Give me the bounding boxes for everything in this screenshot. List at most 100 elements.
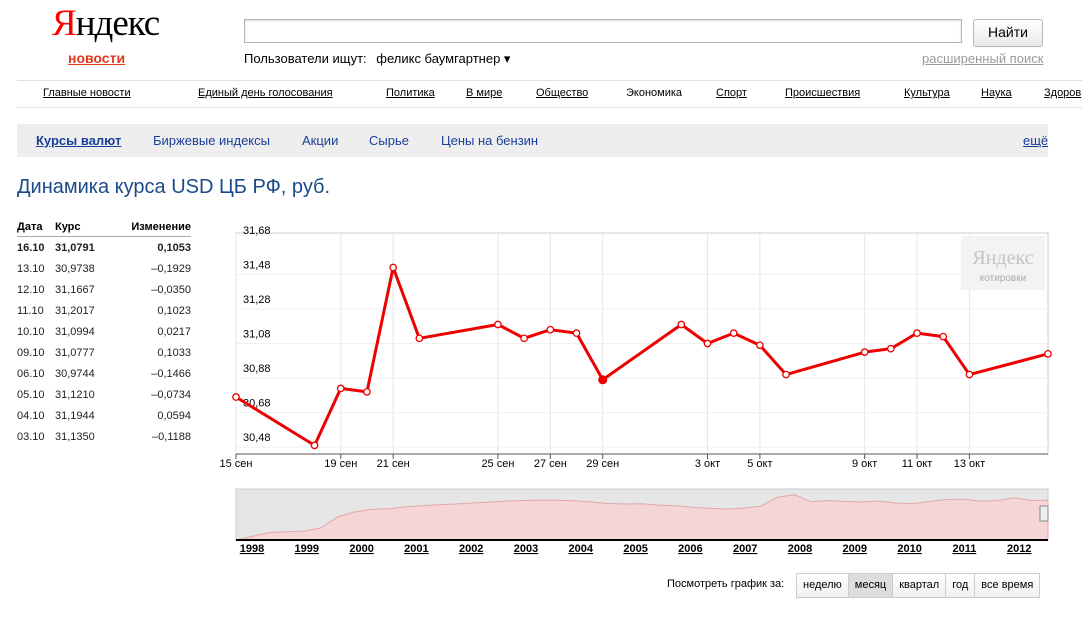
cell-change: 0,1033 bbox=[157, 346, 191, 359]
cell-change: –0,1188 bbox=[152, 430, 191, 443]
data-point bbox=[546, 325, 555, 334]
data-point bbox=[520, 334, 528, 343]
data-point bbox=[310, 441, 319, 450]
period-year-button[interactable]: год bbox=[945, 574, 975, 597]
data-point bbox=[677, 320, 686, 329]
cell-change: –0,1929 bbox=[151, 262, 191, 275]
period-label: Посмотреть график за: bbox=[667, 578, 785, 590]
nav-item-incidents[interactable]: Происшествия bbox=[785, 87, 861, 99]
nav-item-main[interactable]: Главные новости bbox=[43, 87, 131, 99]
overview-year-link[interactable]: 2002 bbox=[459, 543, 483, 555]
data-point bbox=[782, 370, 790, 379]
y-tick-label: 30,48 bbox=[243, 432, 271, 444]
overview-year-link[interactable]: 2010 bbox=[897, 543, 921, 555]
overview-year-link[interactable]: 2012 bbox=[1007, 543, 1031, 555]
watermark-logo: Яндекс bbox=[972, 247, 1033, 269]
cell-date: 10.10 bbox=[17, 325, 45, 338]
search-input[interactable] bbox=[244, 19, 962, 43]
data-point bbox=[232, 393, 240, 401]
data-point bbox=[336, 384, 345, 393]
tab-commodities[interactable]: Сырье bbox=[369, 133, 409, 148]
suggest-label: Пользователи ищут: bbox=[244, 51, 367, 66]
table-row: 09.10 31,0777 0,1033 bbox=[17, 342, 191, 363]
cell-rate: 31,0994 bbox=[55, 325, 95, 338]
rates-table: Дата Курс Изменение 16.10 31,0791 0,1053 13… bbox=[17, 217, 191, 447]
data-point bbox=[494, 320, 502, 329]
tab-fuel-prices[interactable]: Цены на бензин bbox=[441, 133, 539, 148]
overview-year-link[interactable]: 1999 bbox=[295, 543, 319, 555]
overview-year-link[interactable]: 2005 bbox=[623, 543, 647, 555]
table-row: 04.10 31,1944 0,0594 bbox=[17, 405, 191, 426]
column-header-date: Дата bbox=[17, 217, 55, 237]
nav-item-science[interactable]: Наука bbox=[981, 87, 1012, 99]
cell-date: 09.10 bbox=[17, 346, 45, 359]
news-section-link[interactable]: новости bbox=[68, 50, 126, 66]
period-quarter-button[interactable]: квартал bbox=[892, 574, 946, 597]
more-link[interactable]: ещё bbox=[1023, 133, 1049, 148]
main-nav: Главные новости Единый день голосования … bbox=[17, 80, 1082, 108]
nav-item-sport[interactable]: Спорт bbox=[716, 87, 747, 99]
nav-item-society[interactable]: Общество bbox=[536, 87, 589, 99]
tab-stock-indices[interactable]: Биржевые индексы bbox=[153, 133, 270, 148]
y-tick-label: 31,28 bbox=[243, 294, 271, 306]
cell-date: 03.10 bbox=[17, 430, 45, 443]
overview-year-link[interactable]: 2001 bbox=[404, 543, 428, 555]
x-tick-label: 29 сен bbox=[586, 458, 619, 470]
cell-change: –0,0350 bbox=[151, 283, 191, 296]
period-month-button[interactable]: месяц bbox=[847, 574, 893, 597]
overview-year-link[interactable]: 2006 bbox=[678, 543, 702, 555]
x-tick-label: 11 окт bbox=[902, 458, 933, 470]
table-row: 12.10 31,1667 –0,0350 bbox=[17, 279, 191, 300]
table-row: 13.10 30,9738 –0,1929 bbox=[17, 258, 191, 279]
period-all-time-button[interactable]: все время bbox=[974, 574, 1040, 597]
search-button[interactable]: Найти bbox=[973, 19, 1043, 47]
cell-rate: 31,1944 bbox=[55, 409, 95, 422]
suggest-query-link[interactable]: феликс баумгартнер ▾ bbox=[376, 51, 511, 66]
cell-change: –0,0734 bbox=[151, 388, 191, 401]
overview-year-link[interactable]: 1998 bbox=[240, 543, 264, 555]
overview-year-link[interactable]: 2000 bbox=[349, 543, 373, 555]
table-row: 05.10 31,1210 –0,0734 bbox=[17, 384, 191, 405]
watermark-box bbox=[961, 236, 1045, 290]
cell-rate: 31,0777 bbox=[55, 346, 95, 359]
advanced-search-link[interactable]: расширенный поиск bbox=[922, 51, 1044, 66]
x-tick-label: 19 сен bbox=[324, 458, 357, 470]
cell-date: 13.10 bbox=[17, 262, 45, 275]
nav-item-health[interactable]: Здоров bbox=[1044, 87, 1082, 99]
data-point bbox=[389, 263, 398, 272]
overview-year-link[interactable]: 2008 bbox=[788, 543, 812, 555]
data-point bbox=[939, 332, 948, 341]
overview-year-link[interactable]: 2007 bbox=[733, 543, 757, 555]
nav-item-politics[interactable]: Политика bbox=[386, 87, 435, 99]
nav-item-world[interactable]: В мире bbox=[466, 87, 503, 99]
overview-range-handle bbox=[1039, 505, 1049, 522]
data-point bbox=[703, 339, 712, 348]
nav-item-culture[interactable]: Культура bbox=[904, 87, 950, 99]
period-week-button[interactable]: неделю bbox=[797, 574, 848, 597]
nav-item-economy[interactable]: Экономика bbox=[626, 87, 683, 99]
cell-date: 12.10 bbox=[17, 283, 45, 296]
data-point-selected bbox=[598, 375, 608, 385]
overview-year-link[interactable]: 2009 bbox=[843, 543, 867, 555]
nav-item-election[interactable]: Единый день голосования bbox=[198, 87, 333, 99]
x-tick-label: 27 сен bbox=[534, 458, 567, 470]
cell-rate: 30,9744 bbox=[55, 367, 95, 380]
cell-change: 0,1053 bbox=[157, 241, 191, 254]
overview-year-link[interactable]: 2004 bbox=[569, 543, 594, 555]
cell-date: 16.10 bbox=[17, 241, 45, 254]
tab-shares[interactable]: Акции bbox=[302, 133, 339, 148]
x-tick-label: 13 окт bbox=[954, 458, 985, 470]
table-header-row: Дата Курс Изменение bbox=[17, 217, 191, 237]
cell-rate: 31,0791 bbox=[55, 241, 95, 254]
data-point bbox=[363, 387, 371, 396]
x-tick-label: 25 сен bbox=[481, 458, 514, 470]
overview-year-link[interactable]: 2003 bbox=[514, 543, 538, 555]
overview-area bbox=[235, 494, 1049, 541]
yandex-logo[interactable]: Яндекс bbox=[52, 3, 160, 44]
tab-currency-rates[interactable]: Курсы валют bbox=[36, 133, 122, 148]
data-point bbox=[729, 329, 738, 337]
table-row: 11.10 31,2017 0,1023 bbox=[17, 300, 191, 321]
cell-rate: 31,2017 bbox=[55, 304, 95, 317]
overview-year-link[interactable]: 2011 bbox=[952, 543, 976, 555]
